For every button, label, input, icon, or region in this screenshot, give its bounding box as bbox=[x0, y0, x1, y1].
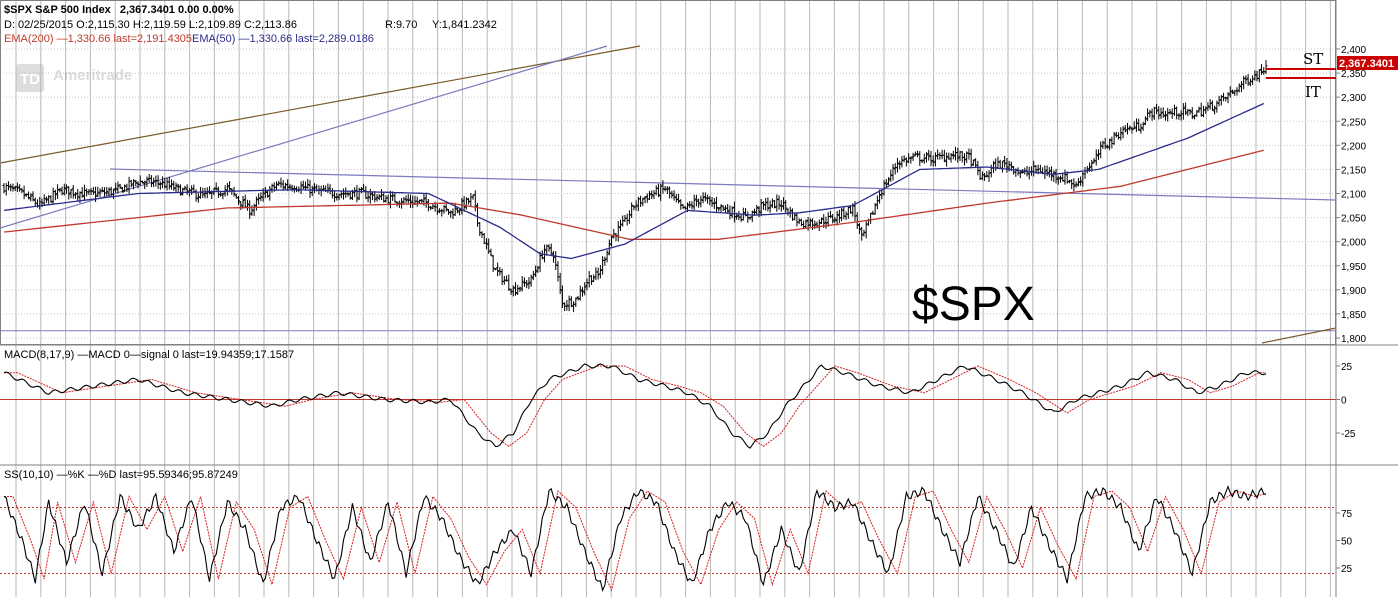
grid-layer bbox=[0, 1, 1336, 597]
trendline-brown-upper bbox=[0, 45, 641, 164]
macd-signal-line bbox=[4, 365, 1266, 448]
price-y-tick-label: 2,050 bbox=[1341, 214, 1366, 225]
price-y-tick-label: 1,900 bbox=[1341, 286, 1366, 297]
price-y-tick-label: 2,250 bbox=[1341, 117, 1366, 128]
price-y-tick-label: 1,850 bbox=[1341, 310, 1366, 321]
header-ema200: EMA(200) —1,330.66 last=2,191.4305 bbox=[4, 33, 192, 45]
header-y: Y:1,841.2342 bbox=[432, 19, 497, 31]
price-y-tick-label: 2,400 bbox=[1341, 45, 1366, 56]
header-ohlc: D: 02/25/2015 O:2,115.30 H:2,119.59 L:2,… bbox=[4, 19, 297, 31]
macd-title: MACD(8,17,9) —MACD 0—signal 0 last=19.94… bbox=[4, 349, 294, 361]
trendline-brown-lower bbox=[1261, 327, 1337, 344]
watermark-logo-box bbox=[16, 64, 44, 92]
price-y-tick-label: 2,350 bbox=[1341, 69, 1366, 80]
it-label: IT bbox=[1305, 83, 1321, 101]
ema200-line bbox=[3, 149, 1264, 240]
reference-lines bbox=[0, 330, 1336, 574]
header-symbol: $SPX S&P 500 Index 2,367.3401 0.00 0.00% bbox=[4, 4, 234, 16]
watermark-logo-text: TD bbox=[20, 71, 40, 88]
header-price-text: 2,367.3401 0.00 0.00% bbox=[120, 4, 234, 16]
header-ema50: EMA(50) —1,330.66 last=2,289.0186 bbox=[192, 33, 374, 45]
price-panel-frame bbox=[0, 0, 1336, 345]
ss-y-tick-label: 75 bbox=[1341, 509, 1353, 520]
ss-y-tick-label: 25 bbox=[1341, 564, 1353, 575]
last-value-tag bbox=[1337, 56, 1398, 70]
watermark-text: Ameritrade bbox=[53, 67, 132, 84]
price-y-tick-label: 2,150 bbox=[1341, 165, 1366, 176]
header-r: R:9.70 bbox=[385, 19, 417, 31]
macd-y-tick-label: 25 bbox=[1341, 362, 1353, 373]
last-value-text: 2,367.3401 bbox=[1339, 58, 1394, 70]
macd-line bbox=[3, 363, 1267, 449]
price-y-tick-label: 2,000 bbox=[1341, 238, 1366, 249]
y-axes: 2,400 2,350 2,300 2,250 2,200 2,150 2,100 2,050… bbox=[1336, 45, 1366, 575]
st-label: ST bbox=[1303, 50, 1323, 68]
ss-title: SS(10,10) —%K —%D last=95.59346;95.87249 bbox=[4, 469, 238, 481]
price-y-tick-label: 1,800 bbox=[1341, 334, 1366, 345]
price-y-tick-label: 1,950 bbox=[1341, 262, 1366, 273]
macd-y-tick-label: 0 bbox=[1341, 396, 1347, 407]
macd-panel bbox=[3, 363, 1267, 449]
ss-k-line bbox=[3, 485, 1267, 593]
macd-y-tick-label: -25 bbox=[1341, 429, 1356, 440]
ss-y-tick-label: 50 bbox=[1341, 537, 1353, 548]
big-spx-label: $SPX bbox=[912, 278, 1035, 331]
ema50-line bbox=[3, 102, 1265, 260]
price-y-tick-label: 2,100 bbox=[1341, 190, 1366, 201]
header-symbol-text: $SPX S&P 500 Index bbox=[4, 4, 112, 16]
ss-panel bbox=[3, 485, 1267, 593]
price-bars bbox=[2, 60, 1268, 312]
trendline-horizontal bbox=[109, 168, 1337, 201]
price-y-tick-label: 2,300 bbox=[1341, 93, 1366, 104]
ss-d-line bbox=[4, 490, 1267, 592]
watermark: TD Ameritrade bbox=[16, 64, 132, 92]
ema-lines bbox=[3, 102, 1265, 260]
price-y-tick-label: 2,200 bbox=[1341, 141, 1366, 152]
